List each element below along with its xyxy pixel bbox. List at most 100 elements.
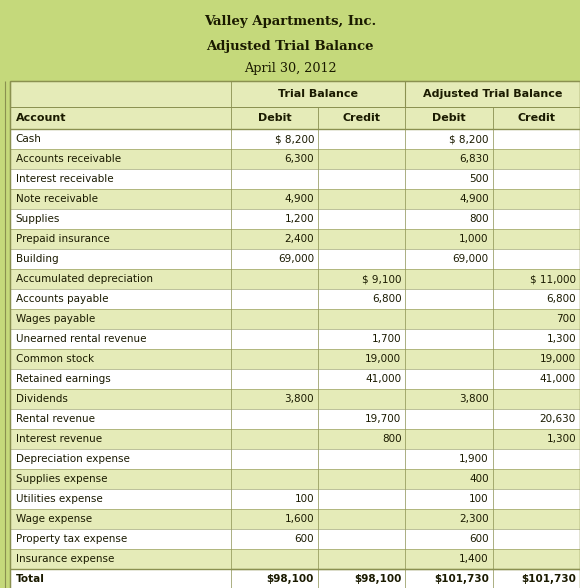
Bar — [493, 309, 580, 329]
Bar — [231, 549, 318, 569]
Bar — [318, 229, 405, 249]
Bar — [405, 269, 493, 289]
Text: Depreciation expense: Depreciation expense — [16, 454, 129, 465]
Bar — [10, 429, 231, 449]
Bar — [405, 429, 493, 449]
Text: 100: 100 — [295, 494, 314, 505]
Bar — [405, 529, 493, 549]
Text: Valley Apartments, Inc.: Valley Apartments, Inc. — [204, 15, 376, 28]
Text: $ 8,200: $ 8,200 — [449, 134, 489, 145]
Bar — [10, 389, 231, 409]
Bar — [318, 509, 405, 529]
Bar — [318, 289, 405, 309]
Bar — [318, 549, 405, 569]
Bar — [405, 369, 493, 389]
Bar — [318, 309, 405, 329]
Bar — [318, 429, 405, 449]
Text: 20,630: 20,630 — [539, 414, 576, 425]
Bar — [10, 449, 231, 469]
Bar — [405, 469, 493, 489]
Text: Cash: Cash — [16, 134, 42, 145]
Text: 500: 500 — [469, 174, 489, 185]
Bar — [231, 429, 318, 449]
Bar — [10, 169, 231, 189]
Bar — [493, 549, 580, 569]
Bar — [10, 289, 231, 309]
Text: 19,700: 19,700 — [365, 414, 401, 425]
Bar — [493, 349, 580, 369]
Bar — [10, 269, 231, 289]
Bar — [493, 449, 580, 469]
Bar — [405, 107, 493, 129]
Text: Utilities expense: Utilities expense — [16, 494, 103, 505]
Text: Building: Building — [16, 254, 58, 265]
Text: 700: 700 — [556, 314, 576, 325]
Text: Property tax expense: Property tax expense — [16, 534, 127, 544]
Bar — [231, 169, 318, 189]
Bar — [405, 389, 493, 409]
Bar — [493, 107, 580, 129]
Bar — [10, 309, 231, 329]
Bar — [231, 129, 318, 149]
Text: Note receivable: Note receivable — [16, 194, 97, 205]
Text: 4,900: 4,900 — [285, 194, 314, 205]
Text: Debit: Debit — [258, 113, 291, 123]
Bar — [231, 409, 318, 429]
Text: Trial Balance: Trial Balance — [278, 89, 358, 99]
Text: 41,000: 41,000 — [540, 374, 576, 385]
Bar — [405, 569, 493, 588]
Bar — [231, 209, 318, 229]
Bar — [318, 329, 405, 349]
Bar — [10, 149, 231, 169]
Text: $98,100: $98,100 — [354, 574, 401, 584]
Bar — [405, 129, 493, 149]
Text: Rental revenue: Rental revenue — [16, 414, 95, 425]
Bar — [318, 529, 405, 549]
Bar — [318, 449, 405, 469]
Text: Credit: Credit — [343, 113, 381, 123]
Bar — [231, 269, 318, 289]
Bar — [405, 149, 493, 169]
Text: Accounts payable: Accounts payable — [16, 294, 108, 305]
Bar — [493, 189, 580, 209]
Bar — [318, 149, 405, 169]
Text: 6,800: 6,800 — [372, 294, 401, 305]
Bar — [10, 569, 231, 588]
Bar — [10, 469, 231, 489]
Bar — [0, 0, 580, 79]
Bar — [231, 569, 318, 588]
Bar — [231, 349, 318, 369]
Bar — [10, 409, 231, 429]
Bar — [10, 209, 231, 229]
Text: Common stock: Common stock — [16, 354, 94, 365]
Bar — [318, 489, 405, 509]
Text: Interest receivable: Interest receivable — [16, 174, 113, 185]
Bar — [493, 149, 580, 169]
Bar — [231, 509, 318, 529]
Bar — [318, 169, 405, 189]
Bar — [405, 289, 493, 309]
Bar — [405, 329, 493, 349]
Text: $98,100: $98,100 — [267, 574, 314, 584]
Bar — [10, 249, 231, 269]
Bar — [318, 569, 405, 588]
Text: 4,900: 4,900 — [459, 194, 489, 205]
Text: Accumulated depreciation: Accumulated depreciation — [16, 274, 153, 285]
Bar — [493, 249, 580, 269]
Bar — [231, 229, 318, 249]
Text: Accounts receivable: Accounts receivable — [16, 154, 121, 165]
Text: 2,400: 2,400 — [285, 234, 314, 245]
Text: $101,730: $101,730 — [434, 574, 489, 584]
Bar — [10, 369, 231, 389]
Text: Account: Account — [16, 113, 66, 123]
Text: $ 8,200: $ 8,200 — [274, 134, 314, 145]
Bar — [231, 489, 318, 509]
Text: Wages payable: Wages payable — [16, 314, 95, 325]
Bar — [405, 449, 493, 469]
Text: 6,300: 6,300 — [285, 154, 314, 165]
Bar — [318, 209, 405, 229]
Text: 1,200: 1,200 — [285, 214, 314, 225]
Text: Unearned rental revenue: Unearned rental revenue — [16, 334, 146, 345]
Text: 19,000: 19,000 — [540, 354, 576, 365]
Bar — [10, 329, 231, 349]
